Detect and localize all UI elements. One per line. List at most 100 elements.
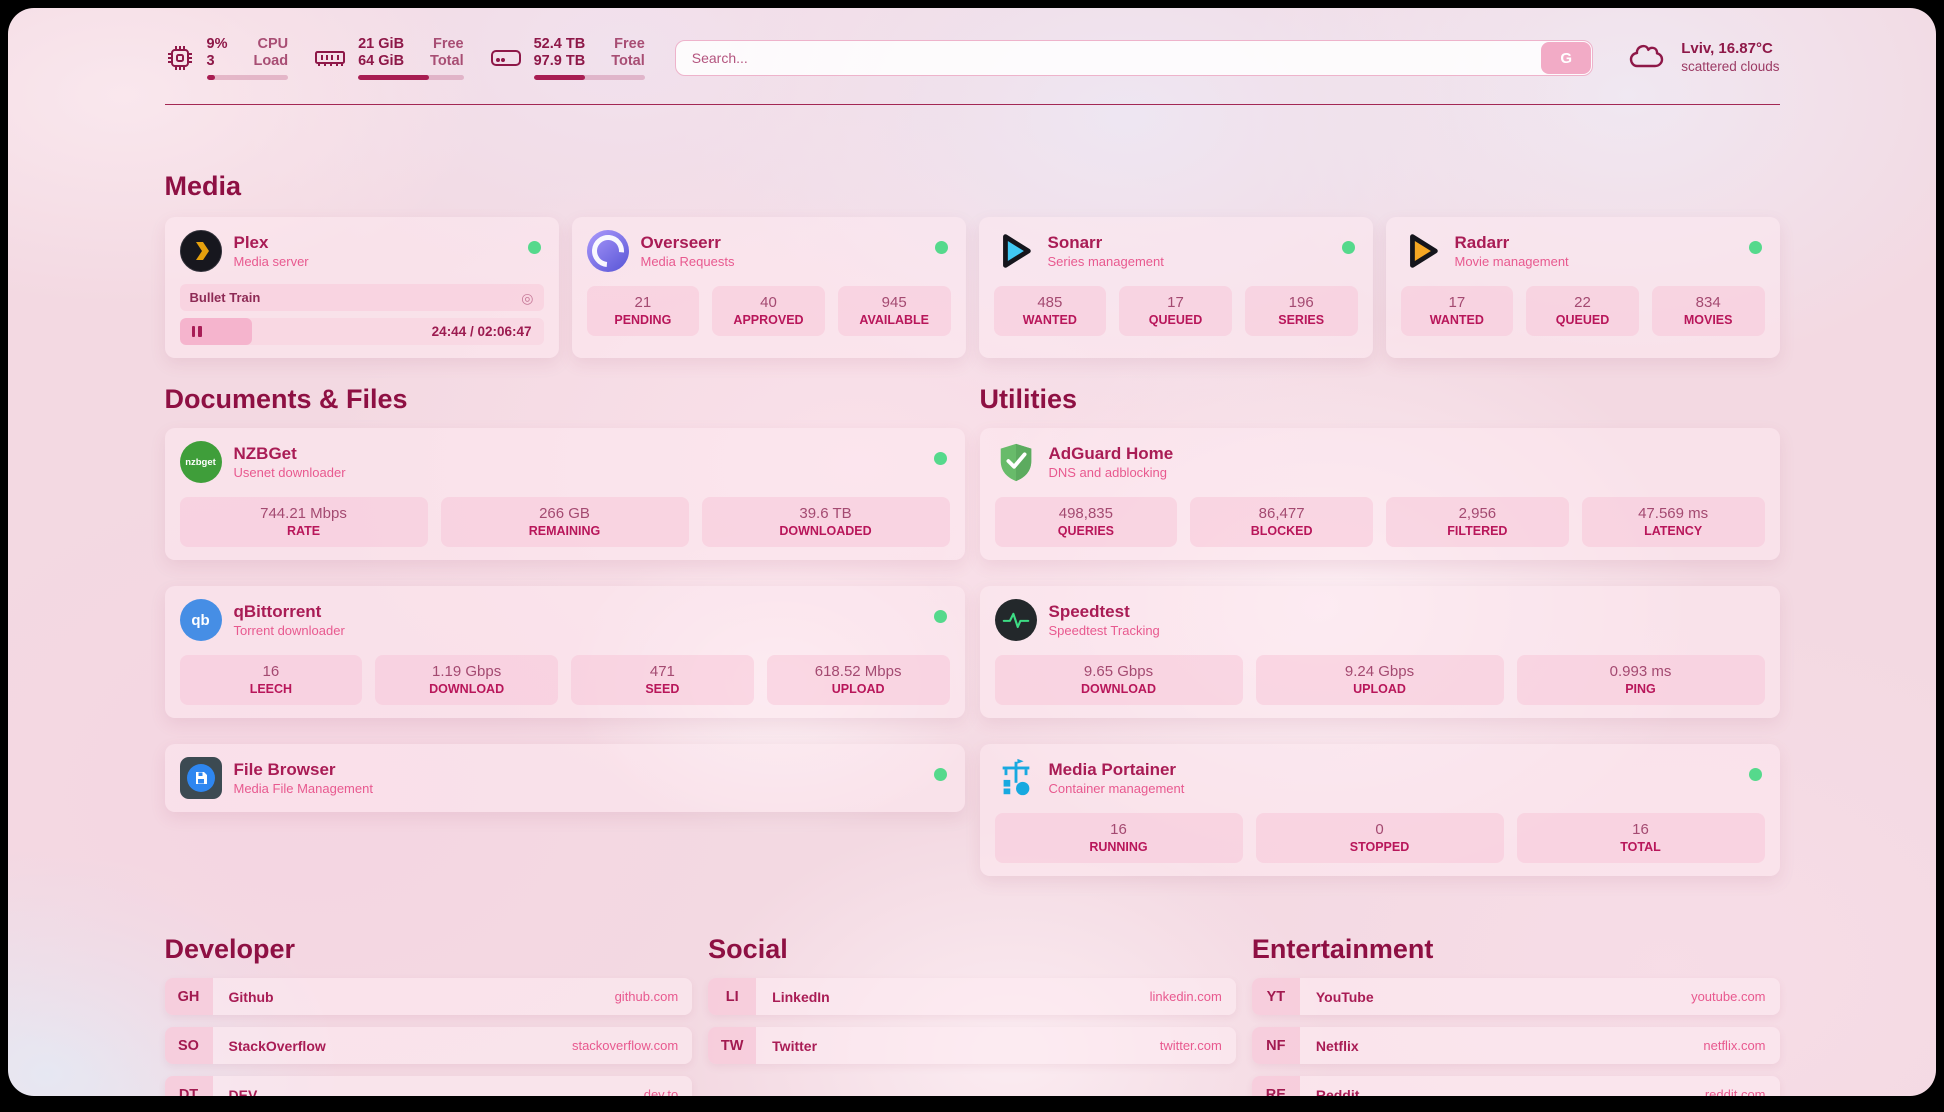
bookmark-name: YouTube <box>1315 988 1374 1005</box>
status-dot <box>933 768 947 781</box>
plex-card[interactable]: Plex Media server Bullet Train ◎ 24:44 /… <box>164 217 559 358</box>
filebrowser-icon <box>179 757 222 799</box>
stat-series: 196 SERIES <box>1244 286 1358 336</box>
stat-queries: 498,835 QUERIES <box>994 497 1178 547</box>
app-name: qBittorrent <box>233 602 322 621</box>
section-title-utilities: Utilities <box>979 384 1078 414</box>
stat-running: 16 RUNNING <box>994 813 1243 863</box>
cpu-label: CPU <box>257 36 289 52</box>
memory-free-label: Free <box>432 36 464 52</box>
cpu-usage-value: 9% <box>206 36 228 52</box>
pause-icon[interactable] <box>191 326 202 337</box>
ram-icon <box>314 45 346 71</box>
section-title-entertainment: Entertainment <box>1251 934 1434 964</box>
stat-filtered: 2,956 FILTERED <box>1386 497 1569 547</box>
now-playing-title: Bullet Train <box>189 290 261 305</box>
disk-total-label: Total <box>611 53 645 69</box>
stat-latency: 47.569 ms LATENCY <box>1581 497 1765 547</box>
bookmark-abbr: TW <box>708 1027 757 1064</box>
stat-leech: 16 LEECH <box>179 655 363 705</box>
bookmark-github[interactable]: GH Github github.com <box>164 978 693 1015</box>
status-dot <box>933 452 947 465</box>
developer-bookmarks: Developer GH Github github.com SO StackO… <box>164 934 693 1096</box>
bookmark-dev[interactable]: DT DEV dev.to <box>164 1076 693 1096</box>
overseerr-icon <box>586 230 629 272</box>
utilities-column: Utilities AdGuard Home <box>979 384 1780 876</box>
speedtest-icon <box>994 599 1037 641</box>
media-cards-row: Plex Media server Bullet Train ◎ 24:44 /… <box>164 217 1780 358</box>
app-description: Media Requests <box>640 254 735 269</box>
status-dot <box>527 241 541 254</box>
cpu-icon <box>165 43 195 73</box>
bookmark-abbr: RE <box>1251 1076 1300 1096</box>
search-engine-button[interactable]: G <box>1541 42 1592 74</box>
stat-wanted: 485 WANTED <box>993 286 1107 336</box>
stat-total: 16 TOTAL <box>1516 813 1765 863</box>
bookmark-stackoverflow[interactable]: SO StackOverflow stackoverflow.com <box>164 1027 693 1064</box>
disk-icon <box>490 45 522 71</box>
bookmark-url: reddit.com <box>1704 1087 1766 1096</box>
stat-upload: 618.52 Mbps UPLOAD <box>766 655 950 705</box>
section-title-developer: Developer <box>164 934 296 964</box>
bookmark-url: linkedin.com <box>1149 989 1222 1004</box>
bookmark-name: LinkedIn <box>772 988 830 1005</box>
cpu-progressbar <box>206 75 289 80</box>
bookmark-linkedin[interactable]: LI LinkedIn linkedin.com <box>708 978 1236 1015</box>
bookmark-name: Github <box>228 988 274 1005</box>
bookmark-name: Reddit <box>1315 1086 1360 1097</box>
app-description: Usenet downloader <box>233 465 346 480</box>
stat-movies: 834 MOVIES <box>1651 286 1765 336</box>
bookmark-url: github.com <box>614 989 679 1004</box>
disk-total-value: 97.9 TB <box>533 53 586 69</box>
search-input[interactable] <box>675 41 1541 75</box>
stat-queued: 22 QUEUED <box>1526 286 1639 336</box>
stat-downloaded: 39.6 TB DOWNLOADED <box>701 497 950 547</box>
section-title-media: Media <box>164 171 242 201</box>
qbittorrent-card[interactable]: qb qBittorrent Torrent downloader 16 LEEC… <box>164 586 965 718</box>
overseerr-card[interactable]: Overseerr Media Requests 21 PENDING 40 APP… <box>571 217 966 358</box>
memory-free-value: 21 GiB <box>358 36 405 52</box>
bookmark-netflix[interactable]: NF Netflix netflix.com <box>1251 1027 1780 1064</box>
playback-progress: 24:44 / 02:06:47 <box>179 318 544 345</box>
weather-widget[interactable]: Lviv, 16.87°C scattered clouds <box>1627 40 1780 77</box>
stat-upload: 9.24 Gbps UPLOAD <box>1255 655 1504 705</box>
status-dot <box>1748 241 1762 254</box>
bookmark-youtube[interactable]: YT YouTube youtube.com <box>1251 978 1780 1015</box>
section-title-social: Social <box>708 934 788 964</box>
app-name: Plex <box>233 233 269 252</box>
nzbget-card[interactable]: nzbget NZBGet Usenet downloader 744.21 M… <box>164 428 965 560</box>
radarr-card[interactable]: Radarr Movie management 17 WANTED 22 QUEUE… <box>1385 217 1780 358</box>
app-description: Media server <box>233 254 309 269</box>
status-dot <box>934 241 948 254</box>
bookmark-abbr: YT <box>1251 978 1300 1015</box>
bookmark-url: twitter.com <box>1159 1038 1222 1053</box>
radarr-icon <box>1401 230 1443 272</box>
app-name: File Browser <box>233 760 336 779</box>
sonarr-card[interactable]: Sonarr Series management 485 WANTED 17 QUE… <box>978 217 1373 358</box>
app-description: Speedtest Tracking <box>1048 623 1160 638</box>
stat-blocked: 86,477 BLOCKED <box>1190 497 1373 547</box>
header-divider <box>164 104 1780 105</box>
bookmark-twitter[interactable]: TW Twitter twitter.com <box>708 1027 1236 1064</box>
app-description: Movie management <box>1454 254 1569 269</box>
bookmark-reddit[interactable]: RE Reddit reddit.com <box>1251 1076 1780 1097</box>
app-description: Container management <box>1048 781 1185 796</box>
section-title-documents: Documents & Files <box>164 384 408 414</box>
memory-total-label: Total <box>430 53 464 69</box>
adguard-card[interactable]: AdGuard Home DNS and adblocking 498,835 Q… <box>979 428 1780 560</box>
app-name: Speedtest <box>1048 602 1130 621</box>
app-description: Media File Management <box>233 781 373 796</box>
portainer-card[interactable]: Media Portainer Container management 16 R… <box>979 744 1780 876</box>
session-user-icon: ◎ <box>521 289 534 306</box>
cpu-monitor: 9% 3 CPU Load <box>165 36 289 80</box>
stat-queued: 17 QUEUED <box>1119 286 1232 336</box>
speedtest-card[interactable]: Speedtest Speedtest Tracking 9.65 Gbps DO… <box>979 586 1780 718</box>
social-bookmarks: Social LI LinkedIn linkedin.com TW Twitt… <box>708 934 1236 1096</box>
filebrowser-card[interactable]: File Browser Media File Management <box>164 744 965 812</box>
bookmark-abbr: LI <box>708 978 757 1015</box>
bookmark-url: dev.to <box>643 1087 679 1096</box>
cloud-icon <box>1627 40 1669 77</box>
entertainment-bookmarks: Entertainment YT YouTube youtube.com NF … <box>1251 934 1780 1097</box>
app-name: Media Portainer <box>1048 760 1177 779</box>
bookmark-abbr: GH <box>164 978 213 1015</box>
